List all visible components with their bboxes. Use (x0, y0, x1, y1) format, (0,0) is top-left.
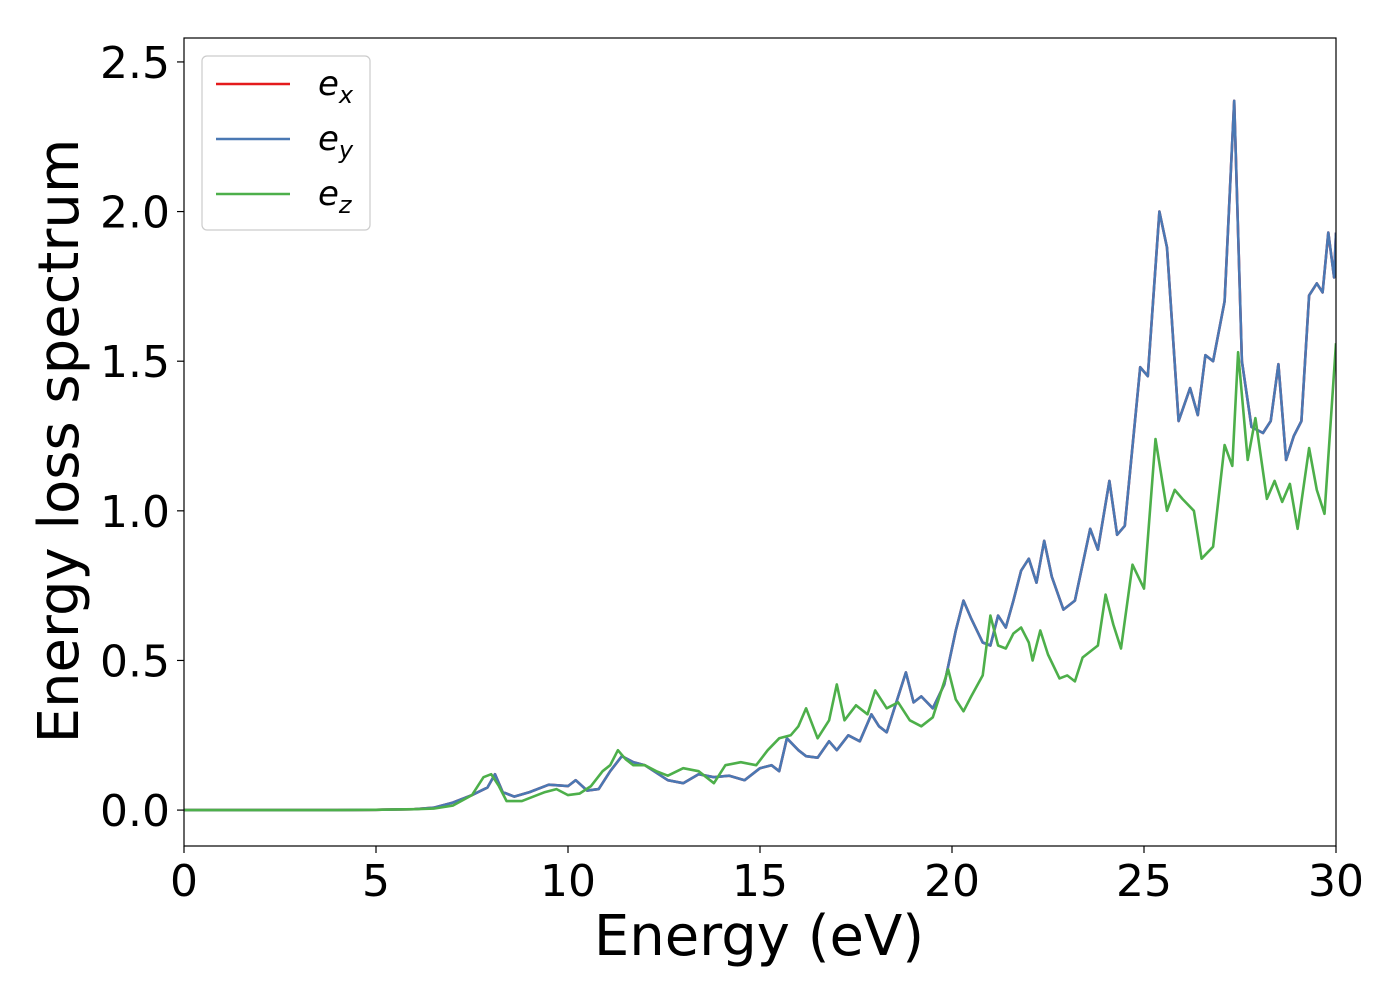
x-tick-label: 30 (1308, 856, 1364, 907)
legend-box (201, 55, 371, 231)
y-tick-label: 2.0 (100, 188, 170, 239)
x-tick-label: 0 (170, 856, 198, 907)
x-tick-label: 20 (924, 856, 980, 907)
y-tick-label: 0.0 (100, 786, 170, 837)
x-tick-label: 10 (540, 856, 596, 907)
y-axis-label: Energy loss spectrum (27, 139, 92, 744)
y-tick-label: 0.5 (100, 636, 170, 687)
x-tick-label: 15 (732, 856, 788, 907)
x-tick-label: 5 (362, 856, 390, 907)
y-tick-label: 1.5 (100, 337, 170, 388)
x-tick-label: 25 (1116, 856, 1172, 907)
axes: 0 5 10 15 20 25 30 0.0 0.5 1.0 1.5 2.0 2.5 (100, 37, 1364, 907)
legend-label-ex: ex (318, 64, 354, 109)
plot-area (184, 99, 1336, 812)
y-tick-label: 1.0 (100, 487, 170, 538)
series-line-ez (184, 343, 1336, 812)
x-axis-label: Energy (eV) (594, 904, 924, 969)
series-line-ey (184, 99, 1336, 812)
y-tick-label: 2.5 (100, 38, 170, 89)
